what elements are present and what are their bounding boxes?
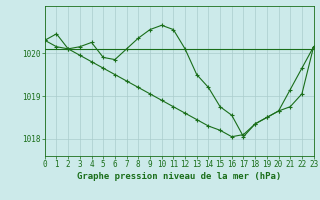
X-axis label: Graphe pression niveau de la mer (hPa): Graphe pression niveau de la mer (hPa) [77,172,281,181]
